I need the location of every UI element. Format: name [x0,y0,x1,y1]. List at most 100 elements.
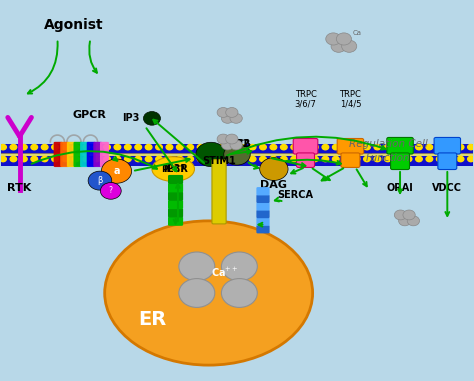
FancyBboxPatch shape [168,208,183,218]
Ellipse shape [105,221,313,365]
Text: GPCR: GPCR [72,110,106,120]
Circle shape [301,144,308,150]
Circle shape [83,144,90,150]
Circle shape [166,144,173,150]
Circle shape [374,144,381,150]
Circle shape [228,156,235,162]
Circle shape [0,156,6,162]
FancyBboxPatch shape [256,225,270,234]
Circle shape [144,112,160,125]
Circle shape [224,144,250,165]
Text: VDCC: VDCC [432,182,462,192]
Circle shape [10,156,17,162]
Circle shape [187,156,193,162]
Circle shape [10,144,17,150]
Circle shape [322,156,328,162]
Circle shape [426,156,433,162]
Text: STIM1: STIM1 [202,156,236,166]
FancyBboxPatch shape [256,202,270,211]
FancyBboxPatch shape [60,142,69,167]
Circle shape [197,156,204,162]
Circle shape [281,156,287,162]
Circle shape [395,144,401,150]
Circle shape [62,144,69,150]
Circle shape [322,144,328,150]
Circle shape [399,216,411,226]
Circle shape [176,156,183,162]
Circle shape [343,156,349,162]
Circle shape [437,156,443,162]
Circle shape [156,156,162,162]
Circle shape [176,144,183,150]
FancyBboxPatch shape [87,142,96,167]
Circle shape [353,156,360,162]
Circle shape [31,144,37,150]
Circle shape [104,156,110,162]
FancyBboxPatch shape [212,160,226,224]
Text: β: β [97,176,103,185]
Circle shape [187,144,193,150]
Text: IP3R: IP3R [163,163,188,173]
FancyBboxPatch shape [438,153,457,170]
Circle shape [73,156,79,162]
Circle shape [208,144,214,150]
Circle shape [270,144,277,150]
Circle shape [221,279,257,307]
Text: Agonist: Agonist [44,18,104,32]
Text: TRPC
3/6/7: TRPC 3/6/7 [295,90,317,109]
FancyBboxPatch shape [54,142,63,167]
FancyBboxPatch shape [80,142,89,167]
Circle shape [260,144,266,150]
Circle shape [31,156,37,162]
Circle shape [52,144,58,150]
FancyBboxPatch shape [93,142,102,167]
FancyBboxPatch shape [341,153,360,167]
FancyBboxPatch shape [337,138,364,154]
Circle shape [407,216,419,226]
Circle shape [20,156,27,162]
Circle shape [395,156,401,162]
Circle shape [196,142,226,166]
FancyBboxPatch shape [168,200,183,209]
Circle shape [226,134,238,144]
Circle shape [301,156,308,162]
Text: ER: ER [138,310,166,329]
Circle shape [218,156,225,162]
Circle shape [342,40,357,52]
Circle shape [179,279,215,307]
Circle shape [230,114,242,123]
Circle shape [457,144,464,150]
Circle shape [394,210,407,220]
Circle shape [88,171,112,190]
Circle shape [125,144,131,150]
Circle shape [100,182,121,199]
Circle shape [332,156,339,162]
Text: IP3: IP3 [122,114,139,123]
Text: PIP2: PIP2 [225,139,249,149]
Circle shape [228,144,235,150]
Text: TRPC
1/4/5: TRPC 1/4/5 [339,90,361,109]
Text: RTK: RTK [8,182,32,192]
Circle shape [416,144,422,150]
Circle shape [114,156,121,162]
Circle shape [41,144,48,150]
Ellipse shape [152,157,194,181]
Circle shape [405,144,412,150]
FancyBboxPatch shape [67,142,76,167]
Circle shape [104,144,110,150]
Circle shape [447,156,454,162]
Circle shape [217,107,229,117]
Text: DAG: DAG [260,180,287,190]
Circle shape [230,140,242,150]
Circle shape [135,144,142,150]
Text: a: a [113,166,120,176]
Circle shape [260,156,266,162]
Circle shape [270,156,277,162]
FancyBboxPatch shape [293,138,318,154]
Circle shape [291,156,298,162]
Circle shape [343,144,349,150]
Circle shape [416,156,422,162]
Circle shape [73,144,79,150]
Circle shape [374,156,381,162]
Circle shape [239,144,246,150]
